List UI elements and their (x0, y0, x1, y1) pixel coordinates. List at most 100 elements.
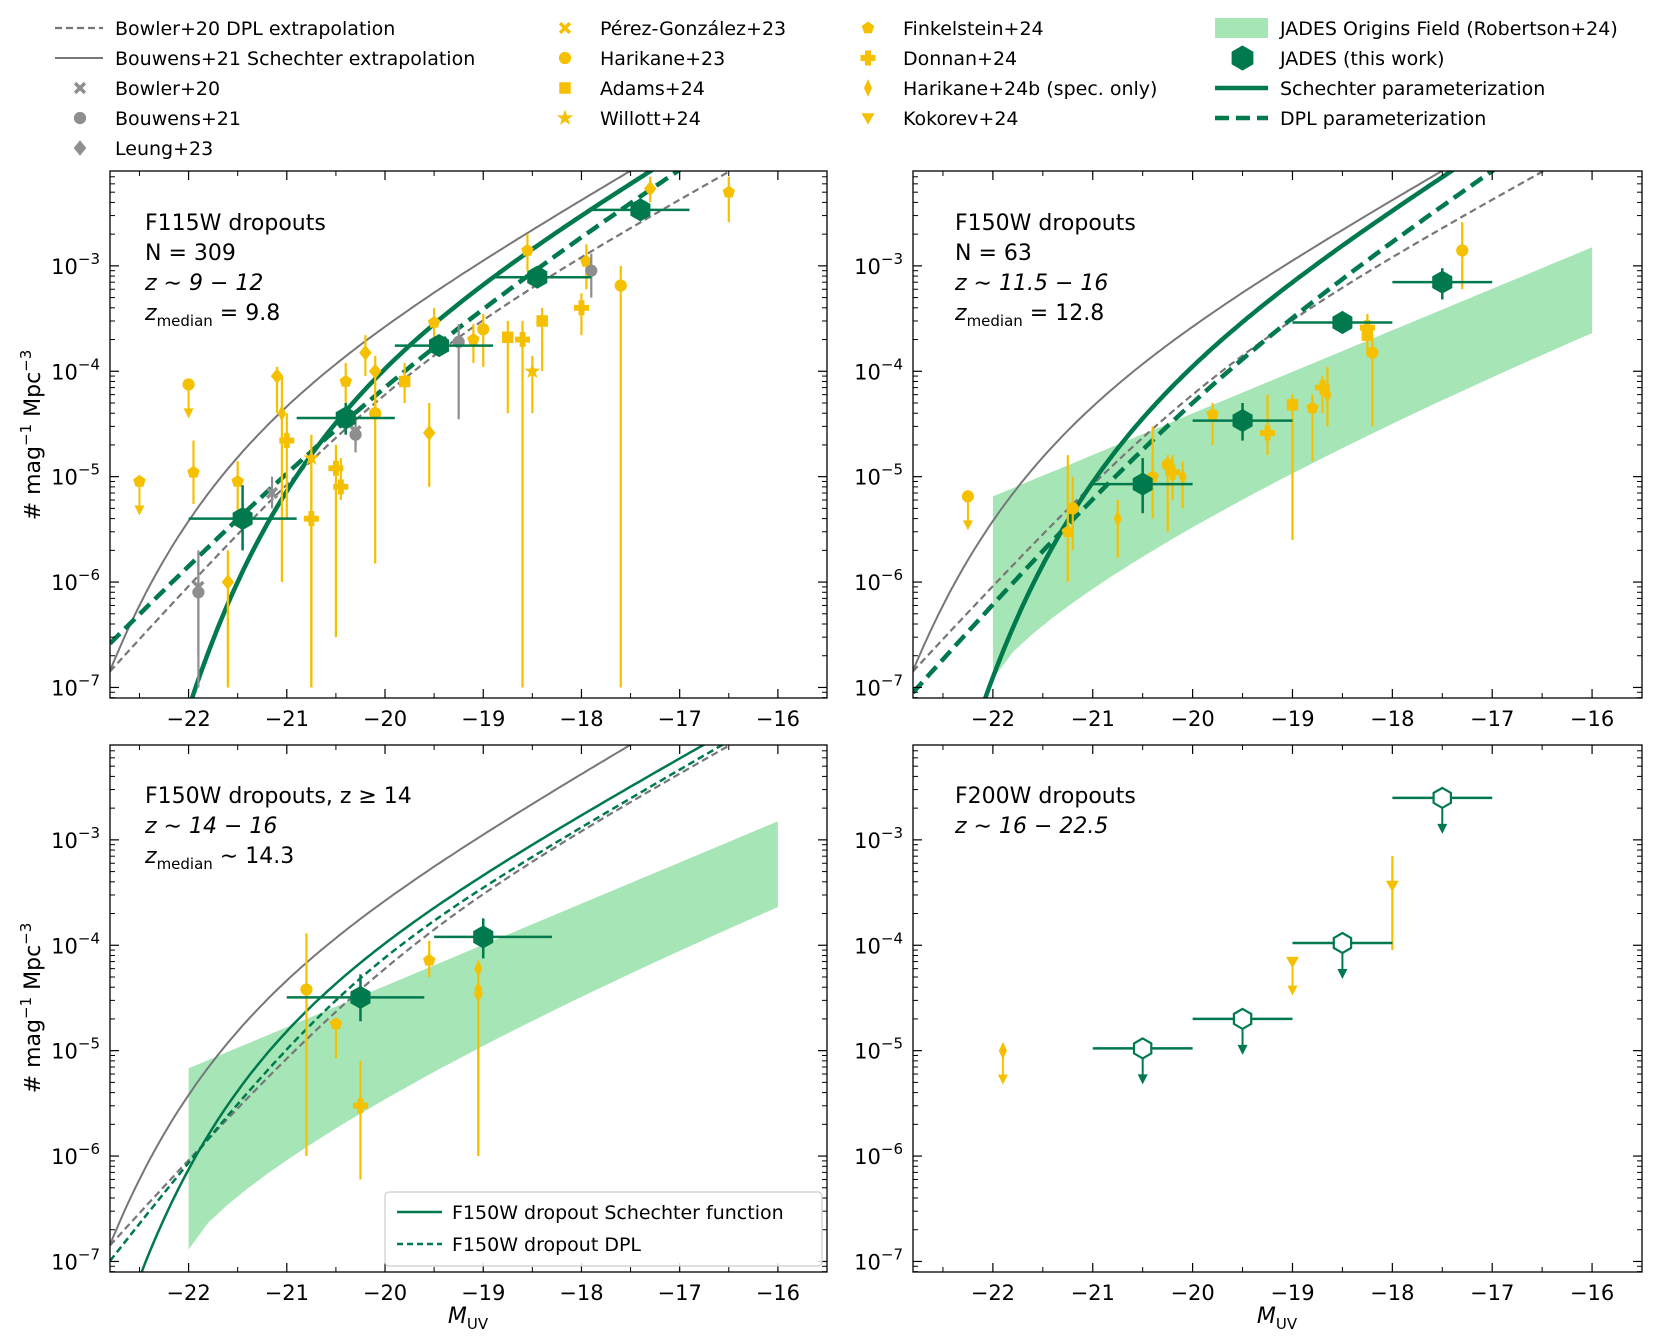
pentagon-marker (231, 474, 244, 487)
literature-point (1385, 856, 1399, 951)
literature-point (1286, 394, 1299, 541)
jades-point (1392, 268, 1493, 300)
pentagon-marker (423, 953, 436, 966)
axes-frame (109, 744, 828, 1273)
star-marker (524, 362, 541, 379)
plot-area (997, 786, 1493, 1085)
x-tick-label: −17 (1470, 707, 1514, 731)
legend-label: JADES Origins Field (Robertson+24) (1279, 18, 1618, 40)
legend-entry: Harikane+24b (spec. only) (863, 78, 1157, 100)
hexagon-marker (527, 265, 548, 289)
redshift-range: z ∼ 16 − 22.5 (954, 814, 1108, 839)
diamond-icon (73, 140, 87, 156)
literature-point (349, 420, 362, 453)
literature-point (1260, 394, 1275, 456)
y-tick-label: 10−5 (854, 1035, 903, 1064)
circle-marker (1066, 502, 1079, 515)
literature-point (1286, 956, 1299, 996)
circle-marker (182, 378, 195, 391)
x-tick-label: −22 (166, 1281, 210, 1305)
y-tick-label: 10−5 (51, 1035, 100, 1064)
y-tick-label: 10−7 (854, 671, 903, 700)
literature-point (427, 307, 441, 340)
plus-marker (515, 332, 530, 347)
star-icon (556, 109, 574, 125)
x-tick-label: −18 (559, 707, 603, 731)
literature-point (192, 560, 205, 688)
panel-f150w-dropouts: −22 −21 −20 −19 −18 −17 −16 10−7 10−6 10−5 10−4 10−… (854, 170, 1643, 731)
square-icon (559, 82, 571, 94)
literature-point (359, 335, 372, 377)
literature-point (1359, 313, 1375, 345)
bowler-dpl-curve (110, 171, 733, 673)
inset-legend-dpl: F150W dropout DPL (452, 1234, 641, 1256)
literature-point (1366, 335, 1379, 427)
legend-label: Schechter parameterization (1280, 78, 1545, 100)
jades-upper-limit (1392, 786, 1493, 834)
plus-marker (574, 300, 589, 316)
legend-label: Finkelstein+24 (903, 18, 1044, 40)
circle-marker (1366, 346, 1379, 359)
x-tick-label: −20 (363, 1281, 407, 1305)
x-tick-label: −21 (1071, 1281, 1115, 1305)
jades-point (591, 198, 690, 222)
dpl-curve (110, 745, 725, 1262)
literature-point (398, 362, 411, 403)
literature-point (1323, 366, 1332, 427)
jades-upper-limit (1092, 1037, 1193, 1085)
literature-point (1066, 476, 1079, 551)
panel-annotation-p3: F150W dropouts, z ≥ 14 z ∼ 14 − 16 zmedi… (144, 784, 412, 873)
literature-point (133, 474, 146, 516)
legend-entry: Bowler+20 (73, 78, 220, 100)
y-tick-label: 10−7 (854, 1245, 903, 1274)
redshift-range: z ∼ 11.5 − 16 (954, 271, 1108, 296)
legend-entry: JADES (this work) (1231, 45, 1445, 71)
legend-label: DPL parameterization (1280, 108, 1486, 130)
pentagon-marker (1306, 401, 1319, 414)
redshift-range: z ∼ 9 − 12 (144, 271, 263, 296)
literature-point (265, 476, 279, 509)
y-tick-label: 10−5 (51, 461, 100, 490)
circle-icon (558, 51, 572, 65)
hexagon-icon (1231, 45, 1254, 71)
hollow-hexagon-marker (1332, 931, 1353, 955)
dpl-curve (913, 171, 1497, 695)
literature-point (1456, 222, 1469, 290)
x-tick-label: −18 (559, 1281, 603, 1305)
x-tick-label: −19 (1270, 707, 1314, 731)
x-tick-label: −17 (658, 1281, 702, 1305)
literature-point (221, 550, 235, 688)
jades-point (188, 485, 297, 551)
pentagon-marker (133, 474, 146, 487)
literature-point (961, 490, 975, 531)
plus-marker (1359, 320, 1375, 335)
y-tick-label: 10−6 (854, 566, 903, 595)
x-icon (73, 81, 87, 95)
schechter-curve (982, 171, 1456, 698)
legend-entry: DPL parameterization (1215, 108, 1486, 130)
x-tick-label: −22 (971, 707, 1015, 731)
diamond-marker (359, 344, 372, 361)
x-tick-label: −21 (265, 707, 309, 731)
plus-marker (279, 433, 295, 449)
pentagon-marker (187, 465, 200, 478)
legend-entry: Pérez-González+23 (558, 18, 786, 40)
x-icon (558, 21, 572, 35)
circle-marker (961, 490, 975, 503)
y-tick-label: 10−7 (51, 1245, 100, 1274)
redshift-range: z ∼ 14 − 16 (144, 814, 277, 839)
jades-point (1192, 402, 1293, 441)
square-marker (1286, 399, 1299, 411)
legend-entry: Harikane+23 (558, 48, 725, 70)
literature-point (328, 444, 344, 638)
triangle-down-marker (1286, 956, 1299, 969)
legend-entry: Bouwens+21 Schechter extrapolation (55, 48, 475, 70)
hollow-hexagon-marker (1132, 1037, 1153, 1060)
hexagon-marker (1232, 409, 1253, 433)
redshift-median: zmedian = 9.8 (144, 301, 280, 330)
circle-marker (300, 983, 313, 996)
pentagon-icon (861, 21, 875, 34)
panel-f200w-dropouts: −22 −21 −20 −19 −18 −17 −16 10−7 10−6 10−5 10−4 10−… (854, 744, 1643, 1305)
hexagon-marker (232, 507, 253, 531)
y-tick-label: 10−4 (854, 929, 903, 958)
